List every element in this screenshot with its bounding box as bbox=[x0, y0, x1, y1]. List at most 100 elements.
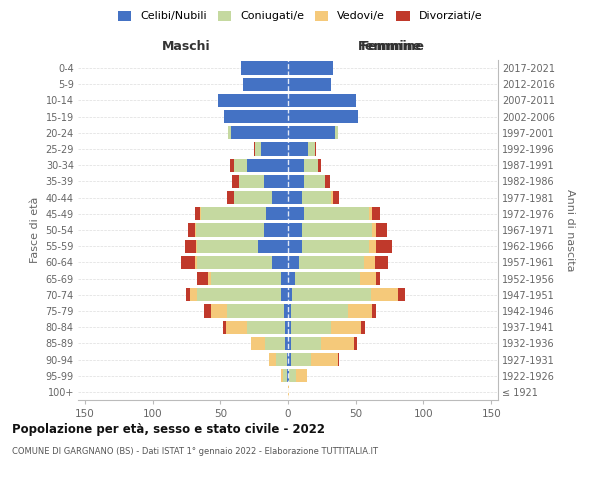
Bar bbox=[325, 175, 330, 188]
Bar bbox=[227, 191, 234, 204]
Bar bbox=[218, 94, 288, 107]
Bar bbox=[361, 320, 365, 334]
Bar bbox=[190, 288, 197, 302]
Bar bbox=[285, 336, 288, 350]
Bar bbox=[364, 256, 375, 269]
Bar bbox=[372, 207, 380, 220]
Bar bbox=[304, 207, 369, 220]
Bar bbox=[266, 207, 288, 220]
Bar bbox=[304, 175, 325, 188]
Bar bbox=[318, 158, 320, 172]
Bar bbox=[376, 224, 387, 236]
Bar bbox=[208, 272, 211, 285]
Bar bbox=[258, 240, 288, 253]
Bar bbox=[372, 304, 376, 318]
Bar bbox=[287, 353, 288, 366]
Bar bbox=[335, 126, 338, 140]
Bar bbox=[181, 256, 194, 269]
Bar bbox=[196, 224, 263, 236]
Bar bbox=[288, 320, 291, 334]
Bar bbox=[288, 78, 331, 91]
Bar bbox=[308, 142, 315, 156]
Bar bbox=[288, 240, 302, 253]
Bar bbox=[376, 240, 392, 253]
Bar bbox=[263, 224, 288, 236]
Bar bbox=[288, 62, 333, 74]
Bar bbox=[231, 126, 288, 140]
Bar bbox=[288, 142, 308, 156]
Bar bbox=[288, 272, 295, 285]
Bar bbox=[194, 256, 197, 269]
Bar bbox=[295, 272, 360, 285]
Bar bbox=[200, 207, 201, 220]
Bar bbox=[223, 320, 226, 334]
Bar bbox=[241, 62, 288, 74]
Bar bbox=[304, 158, 318, 172]
Bar bbox=[360, 272, 376, 285]
Bar bbox=[239, 175, 263, 188]
Bar bbox=[234, 158, 247, 172]
Y-axis label: Fasce di età: Fasce di età bbox=[30, 197, 40, 263]
Bar bbox=[288, 224, 302, 236]
Bar bbox=[211, 272, 281, 285]
Bar bbox=[376, 272, 380, 285]
Bar bbox=[211, 304, 227, 318]
Bar bbox=[371, 288, 398, 302]
Bar bbox=[347, 304, 372, 318]
Bar bbox=[315, 142, 316, 156]
Text: COMUNE DI GARGNANO (BS) - Dati ISTAT 1° gennaio 2022 - Elaborazione TUTTITALIA.I: COMUNE DI GARGNANO (BS) - Dati ISTAT 1° … bbox=[12, 448, 378, 456]
Bar bbox=[311, 353, 338, 366]
Bar bbox=[288, 126, 335, 140]
Bar bbox=[338, 353, 340, 366]
Legend: Celibi/Nubili, Coniugati/e, Vedovi/e, Divorziati/e: Celibi/Nubili, Coniugati/e, Vedovi/e, Di… bbox=[118, 10, 482, 22]
Bar bbox=[288, 353, 291, 366]
Bar bbox=[288, 336, 291, 350]
Bar bbox=[288, 386, 289, 398]
Bar bbox=[229, 126, 231, 140]
Bar bbox=[194, 224, 196, 236]
Bar bbox=[272, 191, 288, 204]
Bar bbox=[288, 288, 292, 302]
Bar bbox=[302, 240, 369, 253]
Bar bbox=[288, 94, 356, 107]
Bar bbox=[284, 304, 288, 318]
Bar bbox=[331, 320, 361, 334]
Bar bbox=[369, 207, 372, 220]
Text: Femmine: Femmine bbox=[361, 40, 425, 53]
Bar bbox=[232, 175, 239, 188]
Bar bbox=[333, 191, 340, 204]
Bar bbox=[291, 320, 331, 334]
Bar bbox=[285, 320, 288, 334]
Bar bbox=[320, 336, 355, 350]
Bar bbox=[289, 369, 296, 382]
Bar bbox=[201, 207, 266, 220]
Bar bbox=[269, 353, 276, 366]
Bar bbox=[302, 191, 331, 204]
Bar bbox=[288, 207, 304, 220]
Bar bbox=[187, 288, 190, 302]
Bar bbox=[254, 142, 256, 156]
Bar bbox=[372, 224, 376, 236]
Bar bbox=[369, 240, 376, 253]
Bar bbox=[197, 272, 208, 285]
Bar bbox=[194, 207, 200, 220]
Bar bbox=[276, 353, 287, 366]
Bar bbox=[288, 158, 304, 172]
Bar bbox=[188, 224, 194, 236]
Bar bbox=[291, 353, 311, 366]
Bar bbox=[283, 369, 287, 382]
Bar bbox=[265, 336, 285, 350]
Bar bbox=[204, 304, 211, 318]
Bar bbox=[288, 175, 304, 188]
Bar bbox=[331, 191, 333, 204]
Bar bbox=[247, 158, 288, 172]
Bar bbox=[227, 304, 284, 318]
Bar bbox=[287, 369, 288, 382]
Y-axis label: Anni di nascita: Anni di nascita bbox=[565, 188, 575, 271]
Bar bbox=[288, 304, 291, 318]
Bar bbox=[243, 78, 288, 91]
Bar bbox=[196, 240, 197, 253]
Bar bbox=[296, 369, 307, 382]
Bar bbox=[256, 142, 261, 156]
Bar bbox=[299, 256, 364, 269]
